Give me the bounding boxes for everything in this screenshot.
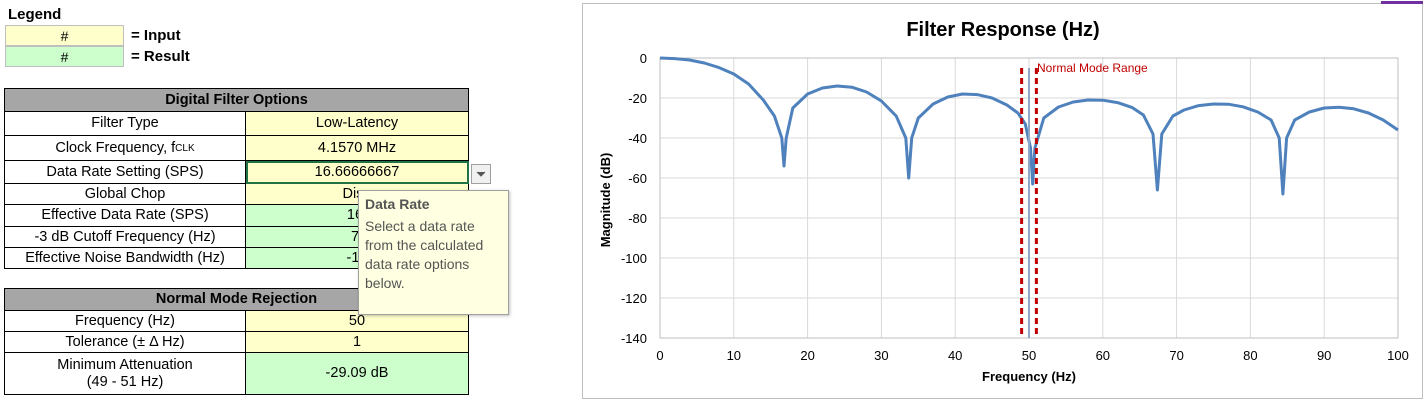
clock-frequency-label-sub: CLK: [175, 142, 195, 154]
normal-mode-markers: [1020, 68, 1038, 338]
legend-input-swatch: #: [5, 25, 124, 46]
nmr-tolerance-value[interactable]: 1: [246, 332, 469, 353]
chart-title: Filter Response (Hz): [906, 19, 1099, 41]
x-axis-label: Frequency (Hz): [982, 369, 1076, 384]
nmr-min-attenuation-label: Minimum Attenuation (49 - 51 Hz): [5, 353, 246, 395]
x-tick-label: 90: [1317, 348, 1331, 363]
y-tick-label: 0: [640, 51, 647, 66]
y-tick-label: -20: [628, 91, 647, 106]
x-tick-label: 100: [1387, 348, 1409, 363]
x-tick-label: 20: [800, 348, 814, 363]
chart-series: [659, 56, 1399, 196]
filter-response-chart: Filter Response (Hz) 0 -20 -40 -60 -80 -100 -1…: [598, 19, 1409, 384]
x-tick-label: 70: [1169, 348, 1183, 363]
noise-bandwidth-label: Effective Noise Bandwidth (Hz): [5, 248, 246, 269]
clock-frequency-label: Clock Frequency, f CLK: [5, 136, 246, 161]
nmr-frequency-value[interactable]: 50: [246, 311, 469, 332]
clock-frequency-label-text: Clock Frequency, f: [55, 139, 176, 156]
x-tick-label: 0: [656, 348, 663, 363]
nmr-frequency-label: Frequency (Hz): [5, 311, 246, 332]
x-tick-label: 30: [874, 348, 888, 363]
data-rate-dropdown-button[interactable]: [471, 164, 491, 184]
filter-response-line: [659, 56, 1399, 196]
filter-type-label: Filter Type: [5, 112, 246, 136]
y-axis-label: Magnitude (dB): [598, 153, 613, 248]
data-rate-label: Data Rate Setting (SPS): [5, 161, 246, 184]
legend-title: Legend: [8, 6, 62, 23]
chevron-down-icon: [476, 171, 486, 177]
y-tick-label: -60: [628, 171, 647, 186]
y-tick-label: -100: [621, 251, 647, 266]
global-chop-label: Global Chop: [5, 184, 246, 205]
cutoff-frequency-label: -3 dB Cutoff Frequency (Hz): [5, 227, 246, 248]
legend-result-swatch: #: [5, 46, 124, 67]
legend-result-label: = Result: [131, 48, 190, 65]
tooltip-title: Data Rate: [365, 196, 430, 212]
y-tick-label: -80: [628, 211, 647, 226]
data-rate-value[interactable]: 16.66666667: [246, 161, 469, 184]
x-tick-label: 80: [1243, 348, 1257, 363]
x-tick-label: 10: [727, 348, 741, 363]
nmr-min-attenuation-value: -29.09 dB: [246, 353, 469, 395]
nmr-table: Normal Mode Rejection Frequency (Hz) 50 …: [4, 288, 469, 395]
y-tick-label: -40: [628, 131, 647, 146]
filter-type-value[interactable]: Low-Latency: [246, 112, 469, 136]
data-rate-tooltip: Data Rate Select a data rate from the ca…: [358, 190, 509, 315]
effective-data-rate-label: Effective Data Rate (SPS): [5, 205, 246, 227]
x-tick-label: 50: [1022, 348, 1036, 363]
y-tick-label: -140: [621, 331, 647, 346]
legend-input-label: = Input: [131, 27, 181, 44]
normal-mode-range-label: Normal Mode Range: [1037, 61, 1148, 75]
nmr-tolerance-label: Tolerance (± Δ Hz): [5, 332, 246, 353]
filter-options-header: Digital Filter Options: [5, 89, 469, 112]
chart-corner-mark: [1381, 1, 1423, 4]
y-tick-label: -120: [621, 291, 647, 306]
tooltip-body: Select a data rate from the calculated d…: [365, 218, 484, 291]
chart-axes: 0 -20 -40 -60 -80 -100 -120 -140 0 10 20 30 40 50 60 70…: [621, 51, 1409, 363]
clock-frequency-value[interactable]: 4.1570 MHz: [246, 136, 469, 161]
x-tick-label: 40: [948, 348, 962, 363]
nmr-header: Normal Mode Rejection: [5, 289, 469, 311]
x-tick-label: 60: [1096, 348, 1110, 363]
